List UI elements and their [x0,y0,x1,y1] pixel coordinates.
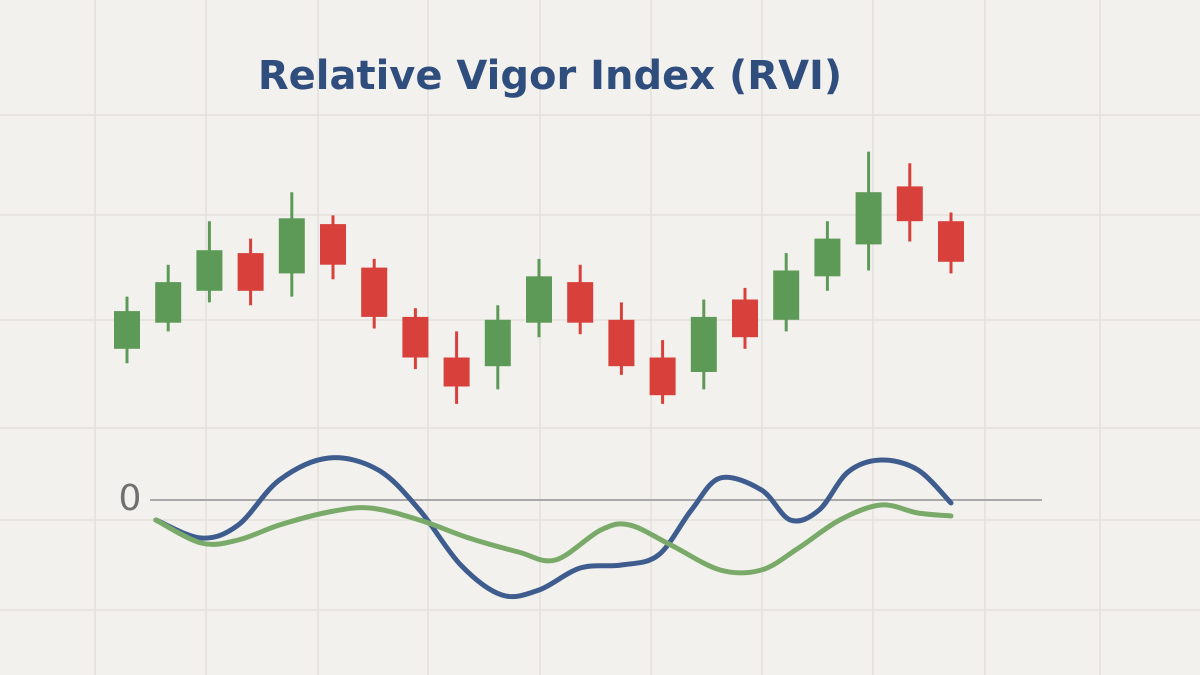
candle-body [690,316,717,372]
candle-body [320,224,346,265]
rvi-line [153,502,954,576]
candle-body [155,282,182,323]
candle-body [814,238,841,277]
candle-body [237,253,264,291]
candle-body [361,267,388,317]
candle-body [196,250,223,291]
candle-body [114,311,140,349]
chart-title: Relative Vigor Index (RVI) [258,53,842,99]
candle-body [608,319,635,367]
candle-body [484,319,511,367]
candle-body [278,218,305,274]
rvi-line [153,455,954,600]
candle-body [443,357,470,387]
candle-body [773,270,800,320]
candle-body [402,316,429,358]
candle-body [732,299,758,338]
candle-body [649,357,676,396]
candle-body [567,282,594,323]
candle-body [855,192,882,245]
candle-body [896,186,923,222]
y-tick-label: 0 [119,478,142,519]
candle-body [938,221,964,262]
candle-body [526,276,552,323]
